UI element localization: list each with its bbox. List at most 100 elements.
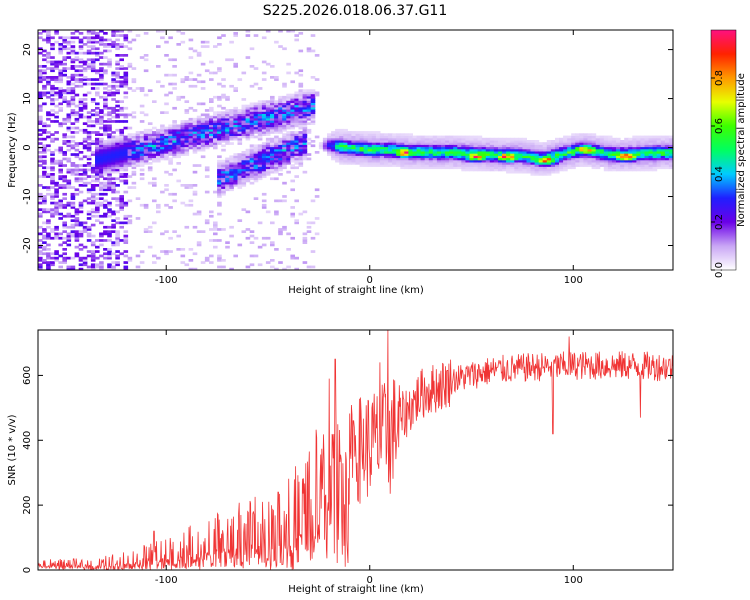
spectrogram-cell (306, 137, 312, 141)
spectrogram-cell (115, 135, 120, 139)
spectrogram-cell (90, 131, 96, 134)
spectrogram-cell (46, 54, 51, 57)
spectrogram-cell (583, 153, 588, 156)
spectrogram-cell (62, 184, 67, 187)
spectrogram-cell (664, 153, 670, 156)
spectrogram-cell (204, 120, 210, 123)
spectrogram-cell (286, 106, 291, 110)
spectrogram-cell (274, 212, 279, 216)
spectrogram-cell (595, 137, 601, 141)
spectrogram-cell (54, 181, 59, 185)
spectrogram-cell (42, 30, 47, 33)
spectrogram-cell (278, 30, 283, 33)
spectrogram-cell (78, 243, 84, 247)
spectrogram-cell (465, 144, 470, 148)
spectrogram-cell (502, 140, 507, 143)
spectrogram-cell (575, 146, 580, 150)
spectrogram-cell (168, 151, 173, 154)
spectrogram-cell (107, 230, 112, 233)
spectrogram-cell (123, 67, 129, 70)
spectrogram-cell (416, 140, 422, 143)
spectrogram-cell (282, 164, 287, 167)
spectrogram-cell (603, 153, 609, 156)
spectrogram-cell (95, 177, 100, 181)
spectrogram-cell (367, 148, 373, 152)
spectrogram-cell (188, 144, 194, 148)
spectrogram-cell (180, 184, 186, 187)
spectrogram-cell (139, 177, 145, 181)
spectrogram-cell (477, 159, 483, 163)
spectrogram-cell (70, 91, 76, 95)
spectrogram-cell (310, 265, 316, 269)
spectrogram-cell (50, 214, 55, 218)
spectrogram-cell (78, 142, 84, 145)
spectrogram-cell (502, 166, 507, 170)
spectrogram-cell (229, 142, 234, 145)
spectrogram-cell (115, 254, 120, 258)
spectrogram-cell (90, 267, 96, 270)
spectrogram-cell (611, 153, 617, 156)
spectrogram-cell (245, 122, 251, 125)
spectrogram-cell (164, 142, 169, 145)
spectrogram-cell (270, 243, 275, 247)
spectrogram-cell (221, 173, 226, 176)
spectrogram-cell (90, 199, 96, 203)
spectrogram-cell (42, 76, 47, 79)
spectrogram-cell (477, 157, 483, 161)
spectrogram-cell (278, 126, 283, 130)
spectrogram-cell (115, 38, 120, 42)
spectrogram-cell (388, 140, 393, 143)
spectrogram-cell (180, 126, 186, 130)
spectrogram-cell (310, 100, 316, 103)
spectrogram-cell (111, 188, 116, 192)
spectrogram-cell (221, 181, 226, 185)
spectrogram-cell (583, 144, 588, 148)
spectrogram-cell (498, 166, 503, 170)
spectrogram-cell (99, 166, 104, 170)
spectrogram-cell (119, 54, 124, 57)
spectrogram-cell (261, 117, 267, 121)
spectrogram-cell (294, 124, 299, 128)
spectrogram-cell (261, 203, 267, 207)
spectrogram-cell (107, 175, 112, 178)
spectrogram-cell (542, 168, 548, 172)
spectrogram-cell (176, 95, 181, 99)
spectrogram-cell (123, 250, 129, 253)
spectrogram-cell (249, 146, 255, 150)
spectrogram-cell (54, 91, 59, 95)
spectrogram-cell (270, 144, 275, 148)
spectrogram-cell (636, 155, 641, 159)
spectrogram-cell (111, 30, 116, 33)
spectrogram-cell (294, 100, 299, 103)
spectrogram-cell (473, 153, 479, 156)
spectrogram-cell (245, 166, 251, 170)
spectrogram-cell (343, 133, 348, 136)
spectrogram-cell (156, 142, 161, 145)
spectrogram-cell (225, 173, 230, 176)
spectrogram-cell (367, 137, 373, 141)
spectrogram-cell (160, 30, 165, 33)
spectrogram-cell (290, 135, 295, 139)
spectrogram-cell (526, 148, 532, 152)
spectrogram-cell (567, 144, 572, 148)
spectrogram-cell (78, 47, 84, 51)
spectrogram-cell (282, 113, 287, 117)
spectrogram-cell (62, 248, 67, 251)
spectrogram-cell (436, 146, 442, 150)
spectrogram-cell (314, 78, 320, 81)
spectrogram-cell (62, 56, 67, 59)
spectrogram-cell (302, 89, 308, 92)
spectrogram-cell (567, 153, 572, 156)
spectrogram-cell (453, 148, 458, 152)
spectrogram-cell (298, 100, 304, 103)
spectrogram-cell (347, 144, 352, 148)
spectrogram-cell (42, 54, 47, 57)
spectrogram-cell (204, 166, 210, 170)
spectrogram-cell (375, 146, 381, 150)
spectrogram-cell (371, 133, 377, 136)
spectrogram-cell (204, 140, 210, 143)
spectrogram-cell (86, 40, 92, 44)
spectrogram-cell (363, 144, 369, 148)
spectrogram-cell (115, 190, 120, 194)
spectrogram-cell (469, 162, 475, 165)
